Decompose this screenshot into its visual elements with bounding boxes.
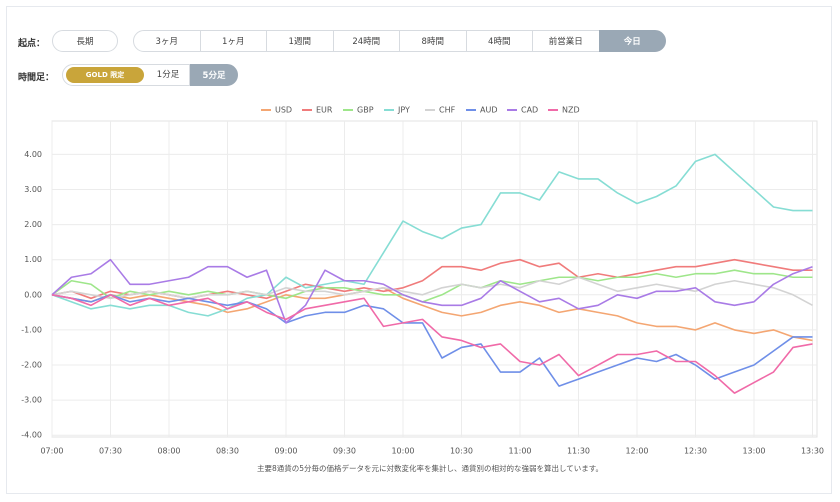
start-label: 起点： <box>18 39 46 49</box>
legend-label: CAD <box>521 106 538 115</box>
legend-label: EUR <box>316 106 333 115</box>
series-line <box>51 269 813 303</box>
start-option-button[interactable]: 24時間 <box>332 30 400 52</box>
y-tick-label: -2.00 <box>21 361 42 370</box>
plot-area <box>51 120 818 438</box>
start-option-button[interactable]: 3ヶ月 <box>133 30 201 52</box>
y-tick-label: 0.00 <box>24 290 42 299</box>
x-tick-label: 11:00 <box>508 447 531 456</box>
legend-label: JPY <box>397 106 410 115</box>
series-line <box>51 294 813 394</box>
x-tick-label: 08:30 <box>216 447 239 456</box>
x-tick-label: 09:00 <box>274 447 297 456</box>
start-option-button[interactable]: 4時間 <box>465 30 533 52</box>
y-tick-label: 3.00 <box>24 185 42 194</box>
series-line <box>51 258 813 324</box>
y-tick-label: -4.00 <box>21 431 42 440</box>
x-tick-label: 08:00 <box>157 447 180 456</box>
legend-label: AUD <box>480 106 498 115</box>
legend-label: USD <box>275 106 292 115</box>
x-tick-label: 07:30 <box>99 447 122 456</box>
x-tick-label: 10:00 <box>391 447 414 456</box>
series-line <box>51 153 813 317</box>
x-tick-label: 13:00 <box>742 447 765 456</box>
gold-badge: GOLD 限定 <box>66 67 144 83</box>
long-term-button[interactable]: 長期 <box>52 30 118 52</box>
x-tick-label: 12:30 <box>684 447 707 456</box>
panel-frame <box>6 6 832 494</box>
y-tick-label: -3.00 <box>21 396 42 405</box>
legend-label: GBP <box>357 106 374 115</box>
y-tick-label: 2.00 <box>24 220 42 229</box>
start-option-button[interactable]: 8時間 <box>399 30 467 52</box>
timeframe-label: 時間足： <box>18 73 55 83</box>
y-tick-label: -1.00 <box>21 325 42 334</box>
y-tick-label: 4.00 <box>24 150 42 159</box>
chart-caption: 主要8通貨の5分毎の価格データを元に対数変化率を集計し、通貨別の相対的な強弱を算… <box>257 463 603 473</box>
legend-label: NZD <box>562 106 580 115</box>
series-line <box>51 294 813 387</box>
x-tick-label: 10:30 <box>450 447 473 456</box>
start-option-button[interactable]: 今日 <box>598 30 666 52</box>
x-tick-label: 11:30 <box>567 447 590 456</box>
x-tick-label: 07:00 <box>40 447 63 456</box>
legend-label: CHF <box>439 106 456 115</box>
timeframe-option-button[interactable]: 5分足 <box>190 64 238 86</box>
x-tick-label: 09:30 <box>333 447 356 456</box>
series-line <box>51 286 813 342</box>
x-tick-label: 13:30 <box>801 447 824 456</box>
start-option-button[interactable]: 1ヶ月 <box>199 30 267 52</box>
y-tick-label: 1.00 <box>24 255 42 264</box>
x-tick-label: 12:00 <box>625 447 648 456</box>
timeframe-option-button[interactable]: 1分足 <box>156 70 180 80</box>
